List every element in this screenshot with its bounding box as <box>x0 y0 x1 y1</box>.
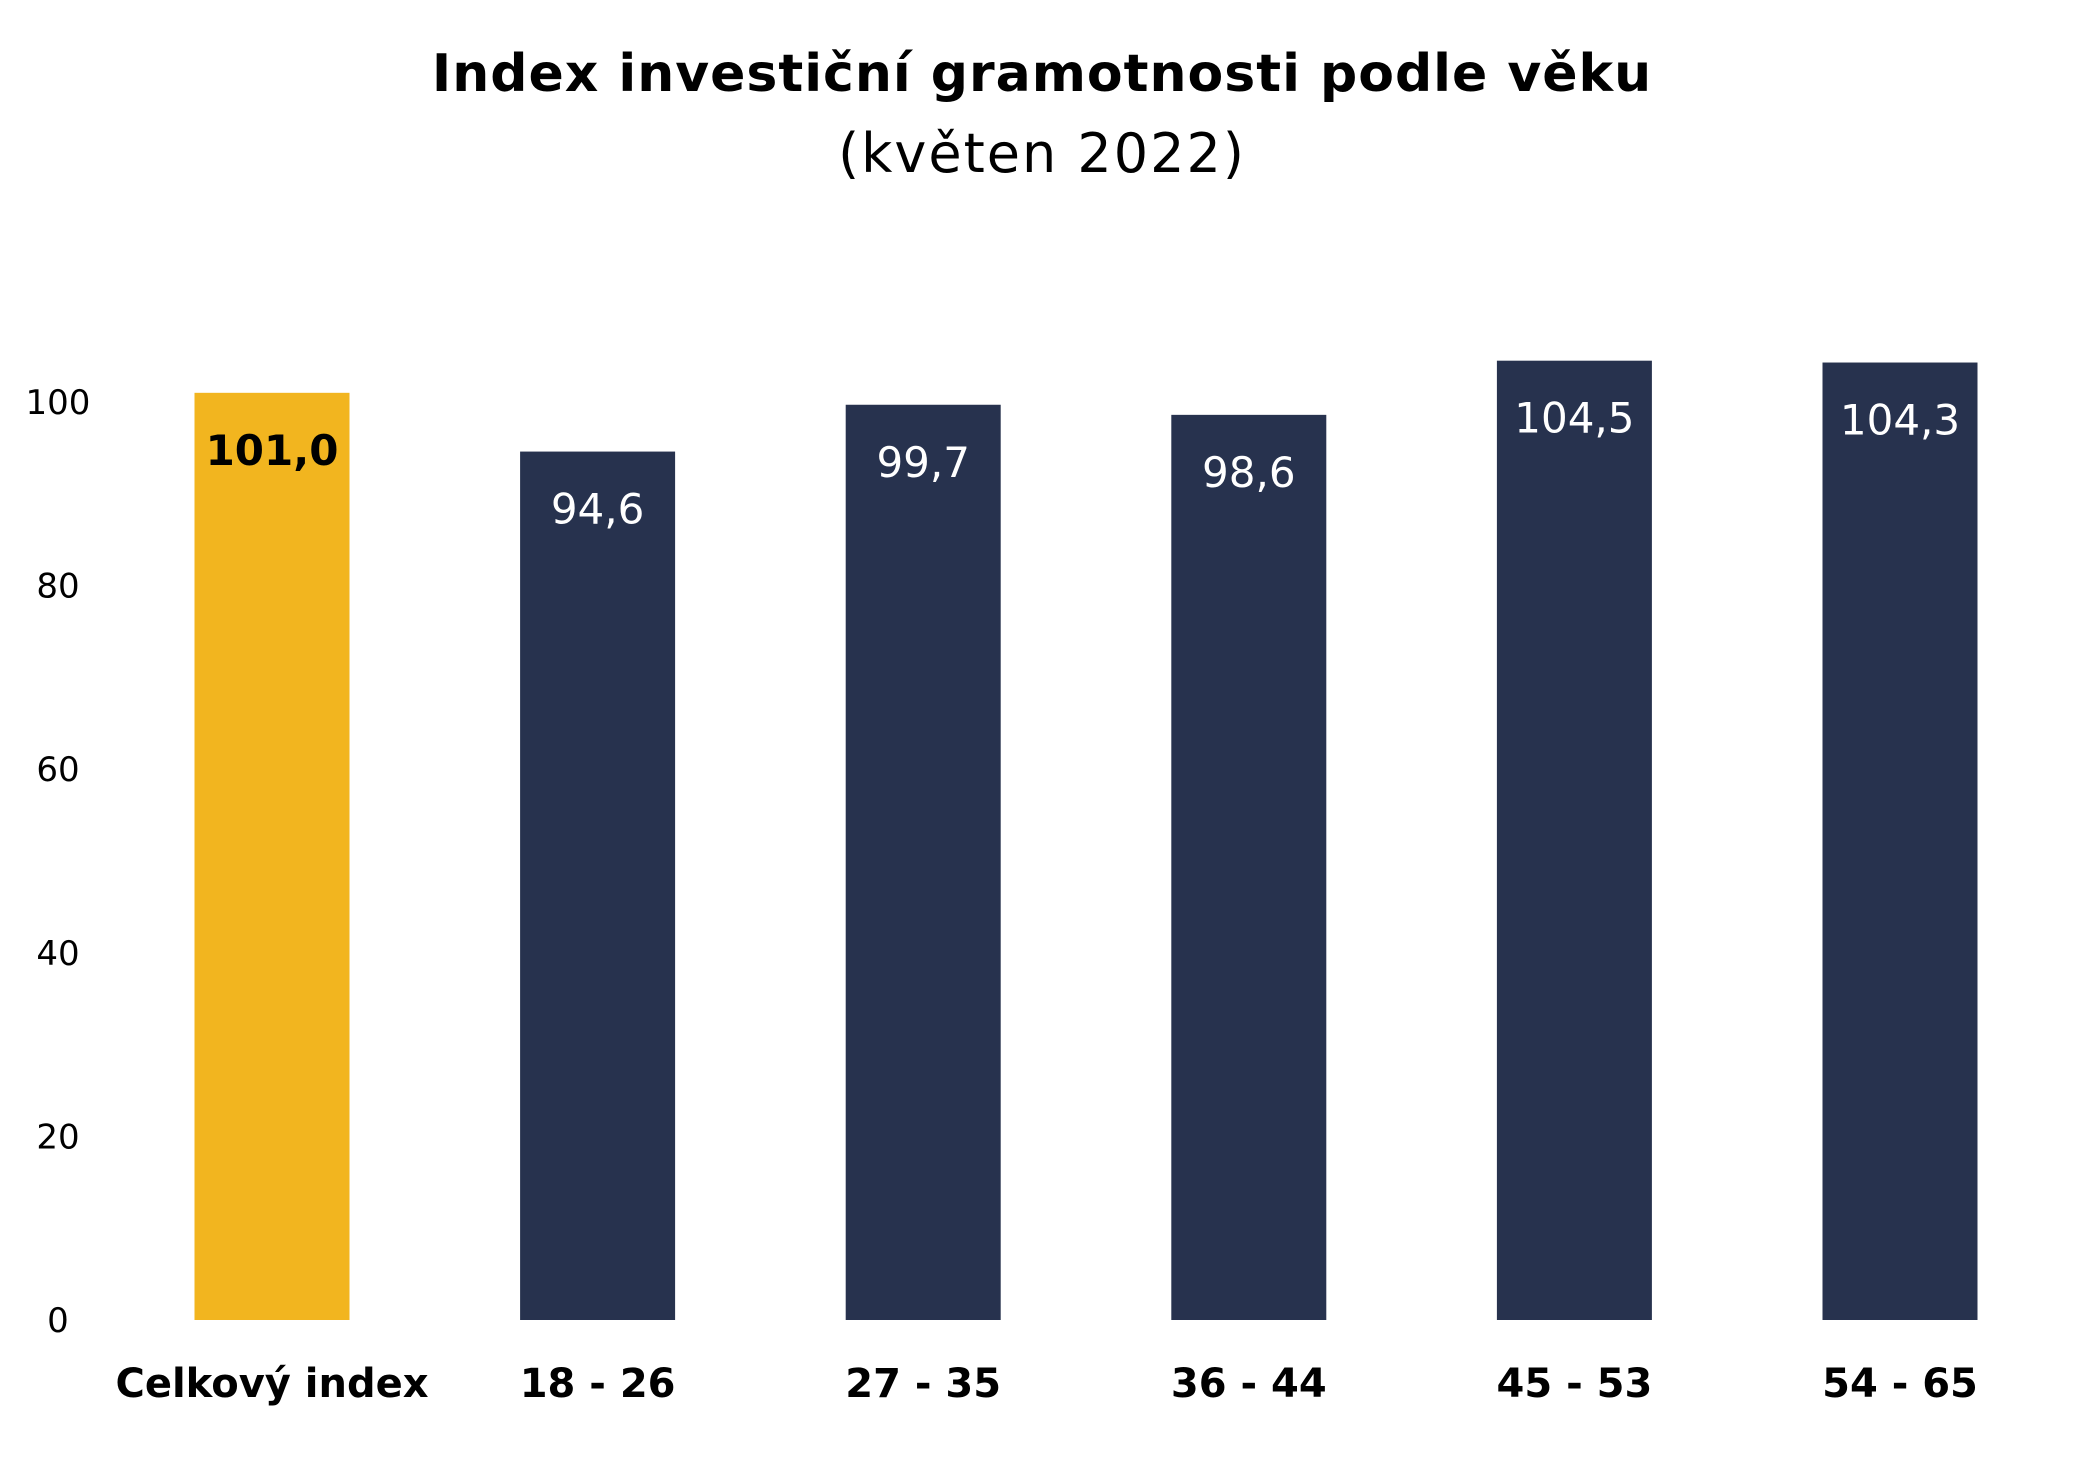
y-tick-label-40: 40 <box>36 934 79 974</box>
data-label-2: 99,7 <box>876 438 970 487</box>
bar-54-65 <box>1822 362 1978 1320</box>
y-tick-label-80: 80 <box>36 567 79 607</box>
y-tick-label-100: 100 <box>26 383 91 423</box>
data-label-3: 98,6 <box>1202 448 1296 497</box>
x-category-label-1: 18 - 26 <box>520 1361 676 1407</box>
data-label-0: 101,0 <box>206 426 339 475</box>
x-category-label-3: 36 - 44 <box>1171 1361 1327 1407</box>
bar-27-35 <box>845 404 1001 1320</box>
bar-45-53 <box>1496 360 1652 1320</box>
data-label-4: 104,5 <box>1514 394 1634 443</box>
y-tick-label-20: 20 <box>36 1117 79 1157</box>
bar-total <box>194 392 350 1320</box>
x-category-label-4: 45 - 53 <box>1497 1361 1653 1407</box>
data-label-5: 104,3 <box>1840 396 1960 445</box>
data-label-1: 94,6 <box>551 485 645 534</box>
y-tick-label-0: 0 <box>47 1301 69 1341</box>
x-category-label-5: 54 - 65 <box>1822 1361 1978 1407</box>
bar-18-26 <box>520 451 676 1320</box>
x-category-label-2: 27 - 35 <box>845 1361 1001 1407</box>
y-tick-label-60: 60 <box>36 750 79 790</box>
bar-36-44 <box>1171 414 1327 1320</box>
chart-subtitle: (květen 2022) <box>838 122 1246 185</box>
chart-title: Index investiční gramotnosti podle věku <box>431 44 1653 104</box>
x-category-label-0: Celkový index <box>115 1361 428 1407</box>
